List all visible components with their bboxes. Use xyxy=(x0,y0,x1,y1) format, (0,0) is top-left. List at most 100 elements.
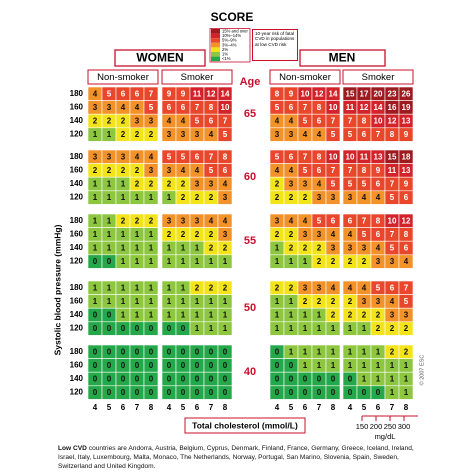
group-box xyxy=(299,49,386,67)
risk-value: 1 xyxy=(275,324,280,333)
legend-title: 10-year risk of fatal CVD in populations… xyxy=(252,29,298,61)
risk-value: 8 xyxy=(390,130,395,139)
risk-value: 0 xyxy=(167,375,172,384)
risk-value: 9 xyxy=(167,89,172,98)
sbp-label: 120 xyxy=(70,388,84,397)
copyright: © 2007 ESC xyxy=(418,355,425,386)
risk-value: 1 xyxy=(376,375,381,384)
x-tick-label: 5 xyxy=(362,403,367,412)
risk-value: 2 xyxy=(362,257,367,266)
risk-value: 2 xyxy=(209,244,214,253)
risk-value: 2 xyxy=(167,180,172,189)
risk-value: 0 xyxy=(275,347,280,356)
risk-value: 12 xyxy=(207,89,216,98)
risk-value: 1 xyxy=(149,244,154,253)
risk-value: 2 xyxy=(404,347,409,356)
risk-value: 10 xyxy=(329,103,338,112)
risk-value: 1 xyxy=(135,193,140,202)
risk-value: 2 xyxy=(223,244,228,253)
risk-value: 3 xyxy=(275,130,280,139)
group-label: MEN xyxy=(329,51,356,65)
risk-value: 11 xyxy=(193,89,202,98)
risk-value: 5 xyxy=(348,130,353,139)
sbp-label: 180 xyxy=(70,89,84,98)
risk-cell xyxy=(325,321,341,336)
risk-value: 0 xyxy=(289,375,294,384)
risk-value: 0 xyxy=(223,361,228,370)
risk-value: 1 xyxy=(303,257,308,266)
risk-value: 9 xyxy=(289,89,294,98)
age-value: 55 xyxy=(244,235,256,247)
risk-value: 3 xyxy=(93,152,98,161)
risk-value: 7 xyxy=(303,103,308,112)
risk-value: 5 xyxy=(209,166,214,175)
risk-value: 2 xyxy=(135,180,140,189)
panel-header: Smoker xyxy=(362,72,395,83)
risk-value: 1 xyxy=(348,361,353,370)
risk-value: 10 xyxy=(301,89,310,98)
risk-value: 8 xyxy=(362,166,367,175)
risk-value: 12 xyxy=(315,89,324,98)
risk-value: 26 xyxy=(402,89,411,98)
risk-value: 4 xyxy=(223,180,228,189)
age-value: 65 xyxy=(244,108,256,120)
risk-value: 8 xyxy=(404,230,409,239)
x-tick-label: 7 xyxy=(390,403,395,412)
x-tick-label: 7 xyxy=(317,403,322,412)
risk-value: 1 xyxy=(303,324,308,333)
risk-value: 1 xyxy=(195,244,200,253)
risk-value: 7 xyxy=(195,103,200,112)
risk-value: 3 xyxy=(195,130,200,139)
legend-frame xyxy=(209,28,251,63)
risk-value: 0 xyxy=(135,388,140,397)
sbp-label: 180 xyxy=(70,347,84,356)
risk-value: 3 xyxy=(223,193,228,202)
risk-value: 1 xyxy=(93,244,98,253)
risk-value: 6 xyxy=(404,193,409,202)
panel-header: Non-smoker xyxy=(279,72,331,83)
risk-value: 2 xyxy=(195,283,200,292)
risk-value: 4 xyxy=(275,166,280,175)
age-value: 40 xyxy=(244,366,256,378)
risk-value: 2 xyxy=(289,283,294,292)
risk-value: 2 xyxy=(303,193,308,202)
risk-value: 17 xyxy=(360,89,369,98)
risk-value: 2 xyxy=(107,117,112,126)
risk-value: 6 xyxy=(317,166,322,175)
risk-cell xyxy=(143,385,159,400)
risk-value: 0 xyxy=(93,388,98,397)
risk-value: 6 xyxy=(404,244,409,253)
risk-value: 1 xyxy=(404,388,409,397)
risk-value: 9 xyxy=(376,166,381,175)
risk-value: 2 xyxy=(181,180,186,189)
risk-value: 0 xyxy=(181,361,186,370)
risk-value: 0 xyxy=(303,375,308,384)
risk-value: 1 xyxy=(93,230,98,239)
risk-value: 1 xyxy=(93,180,98,189)
risk-value: 0 xyxy=(223,347,228,356)
risk-value: 1 xyxy=(317,324,322,333)
mgdl-tick-label: 150 xyxy=(356,422,369,431)
risk-value: 1 xyxy=(275,244,280,253)
risk-value: 1 xyxy=(331,324,336,333)
risk-value: 1 xyxy=(135,244,140,253)
risk-cell xyxy=(398,321,414,336)
risk-value: 1 xyxy=(107,230,112,239)
x-tick-label: 7 xyxy=(135,403,140,412)
risk-value: 3 xyxy=(107,103,112,112)
risk-value: 1 xyxy=(167,193,172,202)
mgdl-tick-label: 300 xyxy=(398,422,411,431)
risk-value: 3 xyxy=(376,297,381,306)
risk-value: 5 xyxy=(275,152,280,161)
risk-value: 0 xyxy=(275,375,280,384)
panel-header-box xyxy=(161,69,233,85)
risk-value: 7 xyxy=(331,117,336,126)
risk-value: 5 xyxy=(404,297,409,306)
risk-value: 6 xyxy=(195,152,200,161)
risk-value: 0 xyxy=(107,361,112,370)
legend-swatch xyxy=(211,47,220,52)
risk-value: 2 xyxy=(181,230,186,239)
panel-header-box xyxy=(342,69,414,85)
risk-value: 0 xyxy=(121,324,126,333)
risk-value: 4 xyxy=(362,283,367,292)
